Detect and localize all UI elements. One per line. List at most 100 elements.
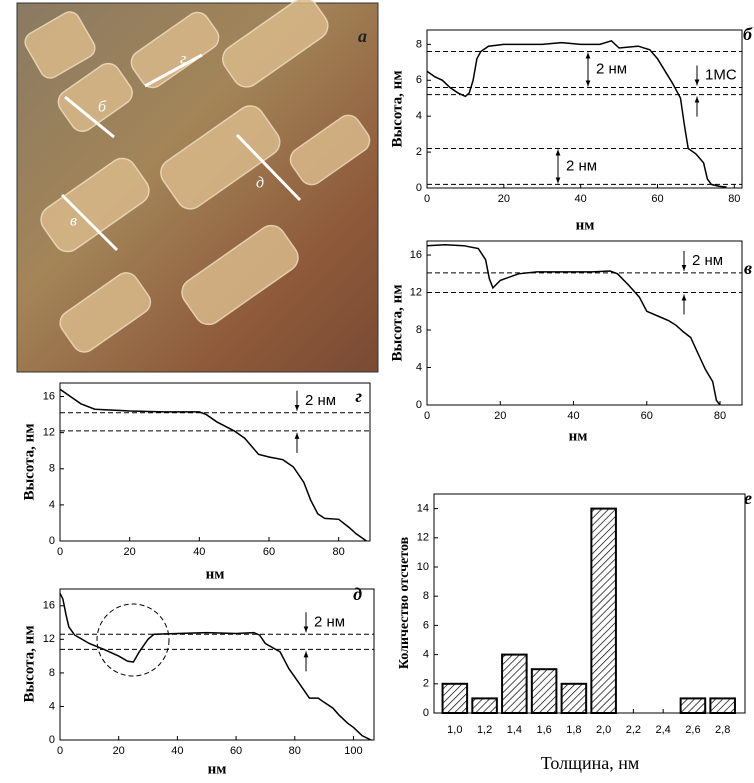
y-tick-label: 16	[43, 600, 55, 612]
bar	[679, 697, 707, 715]
bar	[471, 697, 498, 715]
panel-label: а	[358, 26, 367, 46]
x-axis-label: Толщина, нм	[541, 753, 640, 773]
y-axis-label: Высота, нм	[389, 70, 405, 147]
y-tick-label: 8	[49, 667, 55, 679]
annotation: 1МС	[705, 66, 737, 83]
x-tick-label: 40	[171, 745, 183, 757]
x-tick-label: 1,6	[536, 724, 551, 736]
y-tick-label: 16	[410, 249, 422, 261]
y-axis-label: Высота, нм	[21, 423, 37, 500]
y-tick-label: 12	[43, 427, 55, 439]
afm-image: а б в г д	[16, 0, 379, 373]
annotation: 2 нм	[596, 60, 627, 77]
x-tick-label: 1,4	[507, 724, 522, 736]
y-tick-label: 14	[417, 503, 429, 515]
profile-line	[426, 39, 727, 188]
x-tick-label: 60	[263, 546, 275, 558]
y-tick-label: 4	[416, 361, 422, 373]
y-tick-label: 4	[416, 110, 422, 122]
x-tick-label: 2,2	[626, 724, 641, 736]
y-tick-label: 6	[423, 619, 429, 631]
x-tick-label: 20	[113, 745, 125, 757]
x-tick-label: 2,8	[715, 724, 730, 736]
y-tick-label: 2	[416, 146, 422, 158]
x-tick-label: 2,6	[685, 724, 700, 736]
y-axis-label: Количество отсчетов	[397, 536, 412, 669]
x-tick-label: 0	[57, 546, 63, 558]
y-tick-label: 8	[416, 324, 422, 336]
bar	[560, 682, 588, 714]
y-tick-label: 8	[49, 463, 55, 475]
y-tick-label: 0	[423, 707, 429, 719]
panel-label: в	[744, 258, 752, 278]
panel-label: г	[355, 386, 362, 406]
y-tick-label: 2	[423, 678, 429, 690]
bar	[530, 668, 558, 715]
x-tick-label: 60	[651, 193, 663, 205]
x-tick-label: 2,0	[596, 724, 611, 736]
plot-frame	[426, 29, 743, 189]
plot-frame	[426, 240, 743, 406]
y-tick-label: 4	[423, 649, 429, 661]
x-tick-label: 0	[424, 193, 430, 205]
profile-line	[426, 243, 721, 406]
x-axis-label: нм	[576, 217, 595, 233]
panel-label: б	[743, 24, 753, 44]
x-axis-label: нм	[569, 428, 588, 444]
y-tick-label: 0	[416, 399, 422, 411]
y-tick-label: 10	[417, 561, 429, 573]
x-tick-label: 80	[333, 546, 345, 558]
x-tick-label: 80	[289, 745, 301, 757]
plot-frame	[59, 588, 375, 741]
x-tick-label: 0	[57, 745, 63, 757]
x-tick-label: 20	[494, 410, 506, 422]
plot-frame	[433, 493, 746, 714]
y-tick-label: 8	[423, 590, 429, 602]
y-tick-label: 12	[410, 286, 422, 298]
x-tick-label: 40	[575, 193, 587, 205]
line-label: б	[98, 99, 107, 116]
bar	[441, 682, 469, 714]
bar	[590, 507, 617, 714]
x-tick-label: 0	[424, 410, 430, 422]
highlight-circle	[96, 603, 170, 677]
annotation: 2 нм	[566, 157, 597, 174]
x-tick-label: 1,0	[447, 724, 462, 736]
y-tick-label: 4	[49, 700, 55, 712]
y-tick-label: 12	[43, 633, 55, 645]
x-tick-label: 2,4	[656, 724, 671, 736]
line-label: д	[256, 175, 264, 192]
plot-frame	[59, 382, 371, 542]
x-tick-label: 60	[641, 410, 653, 422]
x-tick-label: 80	[728, 193, 740, 205]
y-tick-label: 4	[49, 499, 55, 511]
panel-label: д	[353, 584, 362, 604]
bar	[709, 697, 736, 715]
y-tick-label: 12	[417, 532, 429, 544]
y-axis-label: Высота, нм	[389, 284, 405, 361]
y-tick-label: 16	[43, 390, 55, 402]
profile-line	[59, 592, 372, 741]
annotation: 2 нм	[314, 613, 345, 630]
x-tick-label: 80	[714, 410, 726, 422]
profile-line	[59, 388, 367, 542]
y-tick-label: 0	[416, 182, 422, 194]
x-tick-label: 40	[193, 546, 205, 558]
y-tick-label: 6	[416, 74, 422, 86]
x-tick-label: 1,8	[566, 724, 581, 736]
bar	[501, 653, 528, 714]
x-tick-label: 20	[498, 193, 510, 205]
panel-label: е	[744, 488, 752, 508]
x-axis-label: нм	[206, 566, 225, 582]
x-tick-label: 20	[124, 546, 136, 558]
x-axis-label: нм	[208, 761, 227, 777]
y-tick-label: 0	[49, 734, 55, 746]
x-tick-label: 60	[230, 745, 242, 757]
y-axis-label: Высота, нм	[21, 625, 37, 702]
y-tick-label: 0	[49, 535, 55, 547]
line-label: г	[180, 51, 186, 68]
y-tick-label: 8	[416, 38, 422, 50]
x-tick-label: 100	[344, 745, 362, 757]
